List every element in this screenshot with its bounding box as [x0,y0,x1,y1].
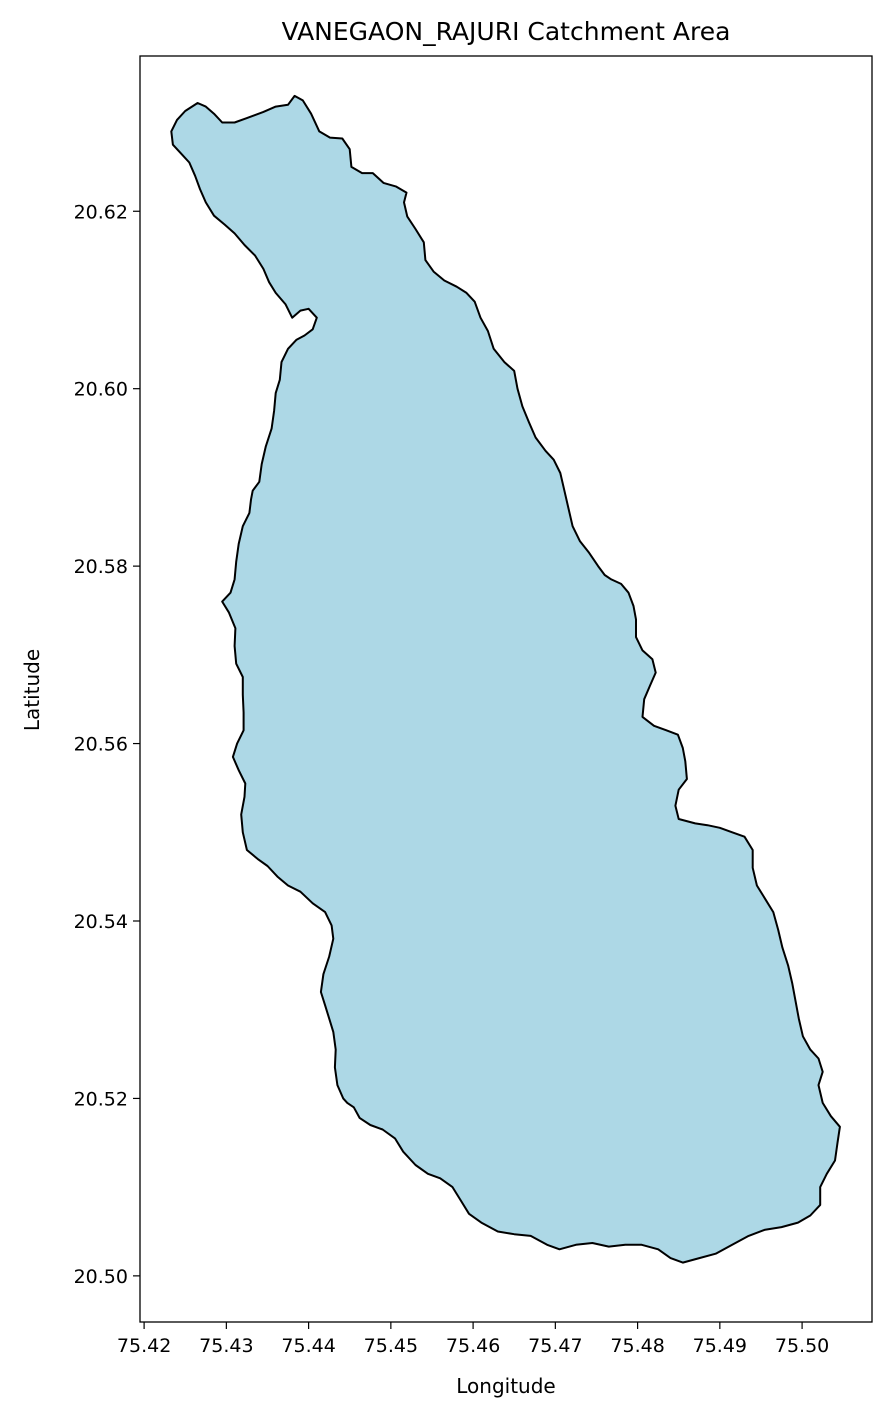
y-axis: 20.50 20.52 20.54 20.56 20.58 20.60 20.62 [74,201,140,1288]
x-tick-label: 75.48 [610,1335,664,1357]
x-tick-label: 75.45 [364,1335,418,1357]
y-tick-label: 20.54 [74,911,128,933]
plot-frame [139,55,873,1323]
x-tick-label: 75.47 [528,1335,582,1357]
y-tick-label: 20.56 [74,734,128,756]
y-tick-label: 20.50 [74,1266,128,1288]
catchment-layer [170,94,841,1264]
y-tick-label: 20.52 [74,1088,128,1110]
catchment-polygon [170,94,841,1264]
x-tick-label: 75.43 [199,1335,253,1357]
x-tick-label: 75.49 [693,1335,747,1357]
x-axis: 75.42 75.43 75.44 75.45 75.46 75.47 75.48 75.49… [117,1322,829,1357]
x-tick-label: 75.50 [775,1335,829,1357]
x-tick-label: 75.46 [446,1335,500,1357]
x-axis-label: Longitude [456,1374,555,1398]
x-tick-label: 75.44 [281,1335,335,1357]
y-axis-label: Latitude [20,649,44,731]
y-tick-label: 20.60 [74,379,128,401]
plot-title: VANEGAON_RAJURI Catchment Area [282,17,731,46]
y-tick-label: 20.62 [74,201,128,223]
y-tick-label: 20.58 [74,556,128,578]
x-tick-label: 75.42 [117,1335,171,1357]
